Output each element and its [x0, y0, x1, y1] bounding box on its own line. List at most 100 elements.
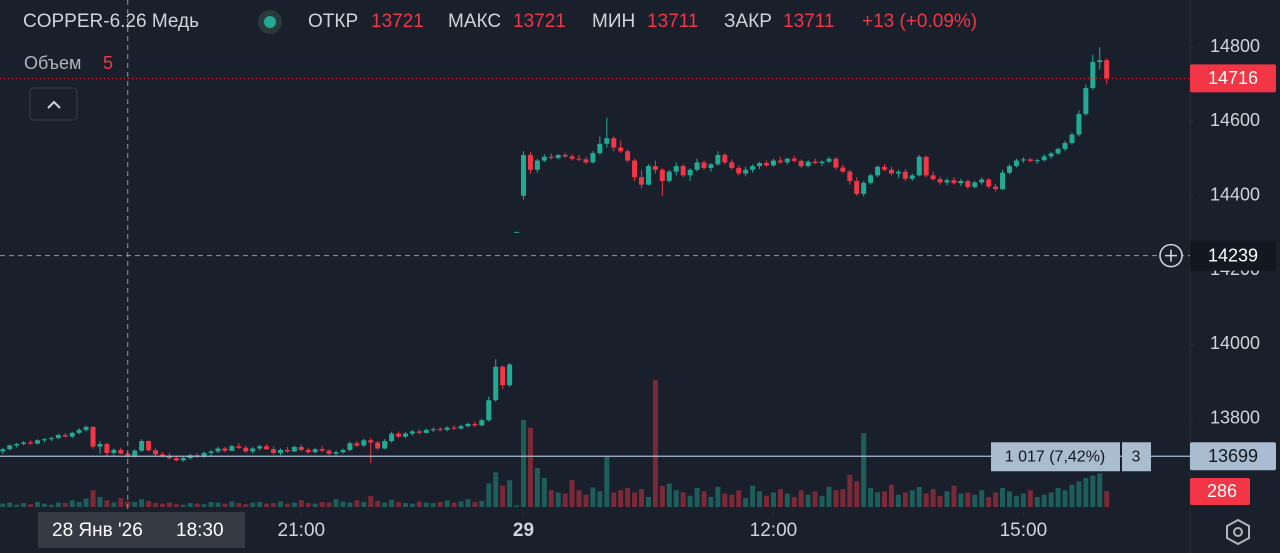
volume-bar [368, 495, 374, 507]
settings-icon[interactable] [1226, 518, 1250, 546]
candle-body [55, 435, 61, 439]
candle-body [639, 177, 645, 185]
volume-bar [541, 477, 547, 507]
collapse-button[interactable] [29, 87, 78, 121]
candle-body [930, 175, 936, 180]
high-label: МАКС [448, 11, 501, 32]
volume-bar [430, 503, 436, 507]
candle-body [916, 156, 922, 176]
volume-bar [55, 502, 61, 507]
candle-body [541, 156, 547, 161]
low-value: 13711 [647, 11, 698, 32]
volume-bar [340, 501, 346, 507]
candle-body [507, 364, 513, 386]
candle-body [14, 444, 20, 446]
volume-bar [965, 492, 971, 507]
volume-bar [1090, 475, 1096, 507]
volume-bar [875, 492, 881, 507]
volume-bar [257, 501, 263, 507]
y-tick-label: 14000 [1210, 333, 1260, 353]
volume-bar [201, 504, 207, 507]
candle-body [673, 166, 679, 172]
volume-bar [396, 501, 402, 507]
candle-body [264, 446, 270, 450]
volume-bar [597, 491, 603, 507]
volume-bar [333, 499, 339, 507]
candle-body [7, 445, 13, 450]
candle-body [118, 449, 124, 454]
candle-body [1000, 172, 1006, 190]
candle-body [902, 171, 908, 179]
volume-bar [1076, 481, 1082, 507]
volume-bar [347, 502, 353, 507]
volume-bar [1048, 492, 1054, 507]
candle-body [305, 449, 311, 453]
volume-bar [763, 495, 769, 507]
volume-bar [632, 492, 638, 507]
volume-bar [687, 495, 693, 507]
candle-body [277, 449, 283, 453]
volume-bar [62, 503, 68, 507]
volume-bar [486, 483, 492, 507]
candle-body [645, 166, 651, 185]
candle-body [1006, 166, 1012, 173]
candle-body [590, 153, 596, 163]
volume-bar [847, 474, 853, 507]
candle-body [361, 440, 367, 446]
volume-bar [715, 486, 721, 507]
candle-body [625, 151, 631, 161]
symbol[interactable]: COPPER-6.26 Медь [23, 11, 199, 32]
volume-bar [229, 501, 235, 507]
candle-body [298, 446, 304, 450]
candle-body [604, 138, 610, 144]
candle-body [201, 452, 207, 457]
candle-body [1034, 160, 1040, 162]
volume-bar [812, 491, 818, 507]
volume-bar [159, 503, 165, 507]
volume-bar [402, 503, 408, 507]
volume-layer [0, 380, 1110, 507]
volume-bar [69, 500, 75, 507]
volume-bar [284, 503, 290, 507]
candle-body [257, 446, 263, 449]
candle-body [972, 182, 978, 187]
open-label: ОТКР [308, 11, 358, 32]
volume-bar [770, 492, 776, 507]
volume-bar [187, 503, 193, 507]
open-value: 13721 [371, 11, 424, 32]
candle-body [944, 180, 950, 183]
candle-body [618, 147, 624, 152]
volume-bar [153, 503, 159, 507]
candle-body [923, 156, 929, 176]
volume-bar [139, 499, 145, 507]
volume-bar [0, 503, 6, 507]
volume-bar [7, 502, 13, 507]
volume-bar [146, 500, 152, 507]
volume-bar [527, 427, 533, 507]
volume-bar [444, 500, 450, 507]
candle-body [743, 169, 749, 174]
candle-body [1097, 60, 1103, 63]
candle-body [333, 452, 339, 454]
candle-body [291, 446, 297, 452]
volume-bar [173, 504, 179, 507]
candle-body [722, 154, 728, 163]
volume-bar [708, 496, 714, 507]
candle-body [97, 444, 103, 447]
volume-bar [666, 483, 672, 507]
volume-bar [90, 490, 96, 507]
x-tick-label: 21:00 [278, 520, 326, 541]
volume-bar [1013, 495, 1019, 507]
candle-body [763, 163, 769, 166]
volume-bar [694, 488, 700, 507]
candle-body [41, 439, 47, 441]
close-label: ЗАКР [724, 11, 772, 32]
candle-body [777, 160, 783, 163]
candle-body [215, 448, 221, 452]
volume-bar [1034, 496, 1040, 507]
candle-body [527, 154, 533, 170]
last-volume-badge [1190, 478, 1250, 506]
candle-body [805, 161, 811, 167]
y-tick-label: 14600 [1210, 110, 1260, 130]
